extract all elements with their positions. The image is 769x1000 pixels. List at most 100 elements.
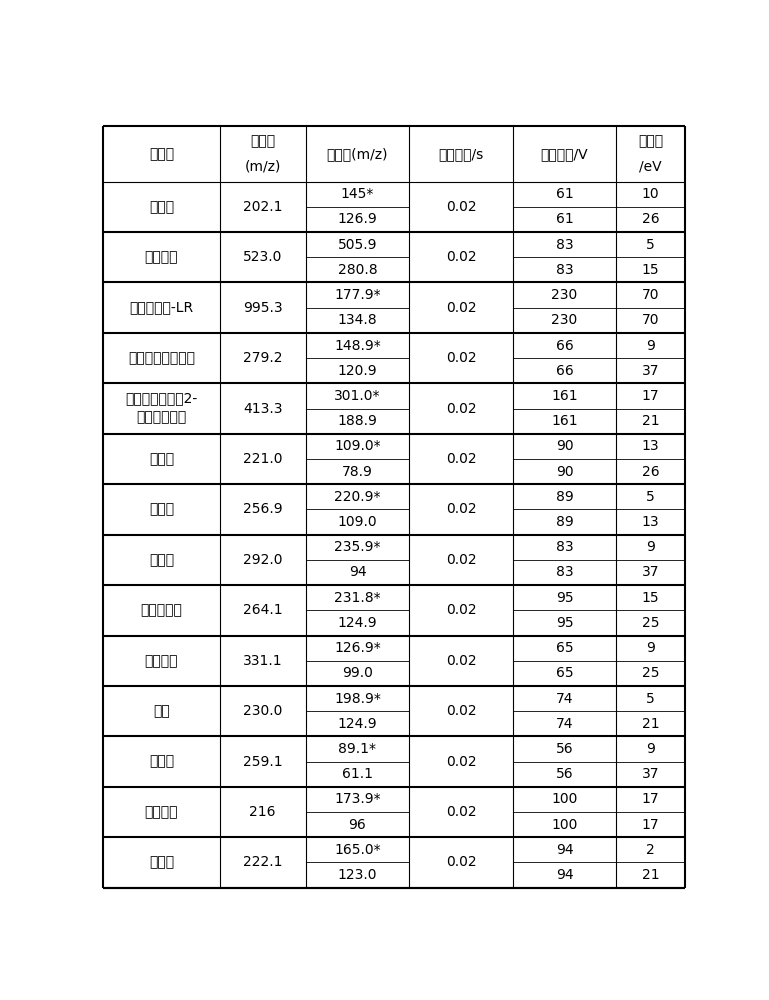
- Text: 256.9: 256.9: [243, 502, 282, 516]
- Text: 523.0: 523.0: [243, 250, 282, 264]
- Text: 83: 83: [556, 238, 574, 252]
- Text: 0.02: 0.02: [446, 502, 476, 516]
- Text: 120.9: 120.9: [338, 364, 378, 378]
- Text: 25: 25: [642, 666, 659, 680]
- Text: 505.9: 505.9: [338, 238, 378, 252]
- Text: 90: 90: [556, 439, 574, 453]
- Text: 126.9*: 126.9*: [334, 641, 381, 655]
- Text: 0.02: 0.02: [446, 855, 476, 869]
- Text: 0.02: 0.02: [446, 351, 476, 365]
- Text: 0.02: 0.02: [446, 805, 476, 819]
- Text: 阿特拉津: 阿特拉津: [145, 805, 178, 819]
- Text: 0.02: 0.02: [446, 755, 476, 769]
- Text: 202.1: 202.1: [243, 200, 282, 214]
- Text: 96: 96: [348, 818, 366, 832]
- Text: 89.1*: 89.1*: [338, 742, 377, 756]
- Text: 0.02: 0.02: [446, 250, 476, 264]
- Text: 56: 56: [556, 742, 574, 756]
- Text: 177.9*: 177.9*: [335, 288, 381, 302]
- Text: 90: 90: [556, 465, 574, 479]
- Text: 37: 37: [642, 767, 659, 781]
- Text: 94: 94: [556, 843, 574, 857]
- Text: 碎裂电压/V: 碎裂电压/V: [541, 147, 588, 161]
- Text: 123.0: 123.0: [338, 868, 378, 882]
- Text: /eV: /eV: [639, 159, 662, 173]
- Text: 66: 66: [556, 339, 574, 353]
- Text: 9: 9: [646, 742, 655, 756]
- Text: 子离子(m/z): 子离子(m/z): [327, 147, 388, 161]
- Text: 280.8: 280.8: [338, 263, 378, 277]
- Text: 母离子: 母离子: [250, 135, 275, 149]
- Text: 235.9*: 235.9*: [335, 540, 381, 554]
- Text: 敌敌畏: 敌敌畏: [149, 452, 174, 466]
- Text: 70: 70: [642, 288, 659, 302]
- Text: 61: 61: [556, 187, 574, 201]
- Text: 0.02: 0.02: [446, 301, 476, 315]
- Text: 220.9*: 220.9*: [335, 490, 381, 504]
- Text: 0.02: 0.02: [446, 402, 476, 416]
- Text: 188.9: 188.9: [338, 414, 378, 428]
- Text: 134.8: 134.8: [338, 313, 378, 327]
- Text: 995.3: 995.3: [243, 301, 282, 315]
- Text: 17: 17: [642, 818, 660, 832]
- Text: 37: 37: [642, 565, 659, 579]
- Text: 9: 9: [646, 339, 655, 353]
- Text: 279.2: 279.2: [243, 351, 282, 365]
- Text: 83: 83: [556, 540, 574, 554]
- Text: 9: 9: [646, 641, 655, 655]
- Text: 161: 161: [551, 414, 578, 428]
- Text: 5: 5: [646, 692, 655, 706]
- Text: 15: 15: [642, 591, 660, 605]
- Text: 9: 9: [646, 540, 655, 554]
- Text: 109.0: 109.0: [338, 515, 378, 529]
- Text: 17: 17: [642, 389, 660, 403]
- Text: 83: 83: [556, 565, 574, 579]
- Text: 0.02: 0.02: [446, 452, 476, 466]
- Text: 65: 65: [556, 641, 574, 655]
- Text: 马拉硫磷: 马拉硫磷: [145, 654, 178, 668]
- Text: 微囊藻毒素-LR: 微囊藻毒素-LR: [129, 301, 194, 315]
- Text: 56: 56: [556, 767, 574, 781]
- Text: 0.02: 0.02: [446, 553, 476, 567]
- Text: 78.9: 78.9: [342, 465, 373, 479]
- Text: 13: 13: [642, 439, 660, 453]
- Text: 165.0*: 165.0*: [335, 843, 381, 857]
- Text: 溴氰菊酯: 溴氰菊酯: [145, 250, 178, 264]
- Text: 126.9: 126.9: [338, 212, 378, 226]
- Text: 敌百虫: 敌百虫: [149, 502, 174, 516]
- Text: 413.3: 413.3: [243, 402, 282, 416]
- Text: 100: 100: [551, 818, 578, 832]
- Text: 21: 21: [642, 414, 660, 428]
- Text: 95: 95: [556, 616, 574, 630]
- Text: 37: 37: [642, 364, 659, 378]
- Text: 呋喃丹: 呋喃丹: [149, 855, 174, 869]
- Text: 94: 94: [556, 868, 574, 882]
- Text: 13: 13: [642, 515, 660, 529]
- Text: 26: 26: [642, 465, 660, 479]
- Text: 74: 74: [556, 692, 574, 706]
- Text: 乙基己基）酯: 乙基己基）酯: [136, 411, 187, 425]
- Text: 0.02: 0.02: [446, 200, 476, 214]
- Text: 148.9*: 148.9*: [334, 339, 381, 353]
- Text: 5: 5: [646, 490, 655, 504]
- Text: 65: 65: [556, 666, 574, 680]
- Text: 198.9*: 198.9*: [334, 692, 381, 706]
- Text: 对硫磷: 对硫磷: [149, 553, 174, 567]
- Text: 94: 94: [348, 565, 366, 579]
- Text: 驻留时间/s: 驻留时间/s: [438, 147, 484, 161]
- Text: 5: 5: [646, 238, 655, 252]
- Text: 25: 25: [642, 616, 659, 630]
- Text: 221.0: 221.0: [243, 452, 282, 466]
- Text: 66: 66: [556, 364, 574, 378]
- Text: 乐果: 乐果: [153, 704, 170, 718]
- Text: 173.9*: 173.9*: [335, 792, 381, 806]
- Text: 230: 230: [551, 313, 578, 327]
- Text: 95: 95: [556, 591, 574, 605]
- Text: 222.1: 222.1: [243, 855, 282, 869]
- Text: 83: 83: [556, 263, 574, 277]
- Text: 230.0: 230.0: [243, 704, 282, 718]
- Text: 264.1: 264.1: [243, 603, 282, 617]
- Text: 26: 26: [642, 212, 660, 226]
- Text: (m/z): (m/z): [245, 159, 281, 173]
- Text: 0.02: 0.02: [446, 704, 476, 718]
